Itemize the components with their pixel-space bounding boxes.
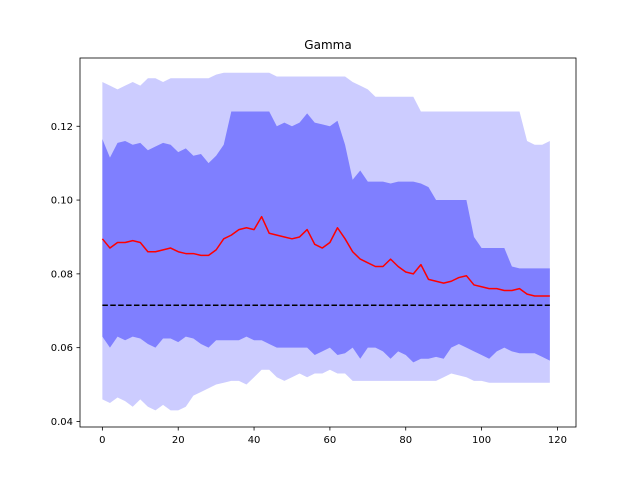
- mean-line: [101, 215, 550, 297]
- x-tick-label: 120: [548, 435, 567, 446]
- chart-title: Gamma: [304, 38, 351, 52]
- y-tick-label: 0.06: [51, 343, 73, 354]
- plot-frame: [79, 57, 577, 428]
- plot-area: [101, 72, 550, 411]
- x-tick-label: 0: [99, 435, 105, 446]
- y-tick-label: 0.04: [51, 417, 73, 428]
- inner-band: [102, 111, 550, 363]
- y-tick-label: 0.12: [51, 122, 73, 133]
- x-tick-label: 80: [399, 435, 412, 446]
- y-tick-label: 0.10: [51, 196, 73, 207]
- y-tick-label: 0.08: [51, 269, 73, 280]
- x-tick-label: 20: [172, 435, 185, 446]
- axes: 0 20 40 60 80 100 120 0.04 0.06 0.08 0.10 0.12: [51, 57, 577, 446]
- x-tick-label: 100: [472, 435, 491, 446]
- x-tick-label: 40: [248, 435, 261, 446]
- x-tick-label: 60: [324, 435, 337, 446]
